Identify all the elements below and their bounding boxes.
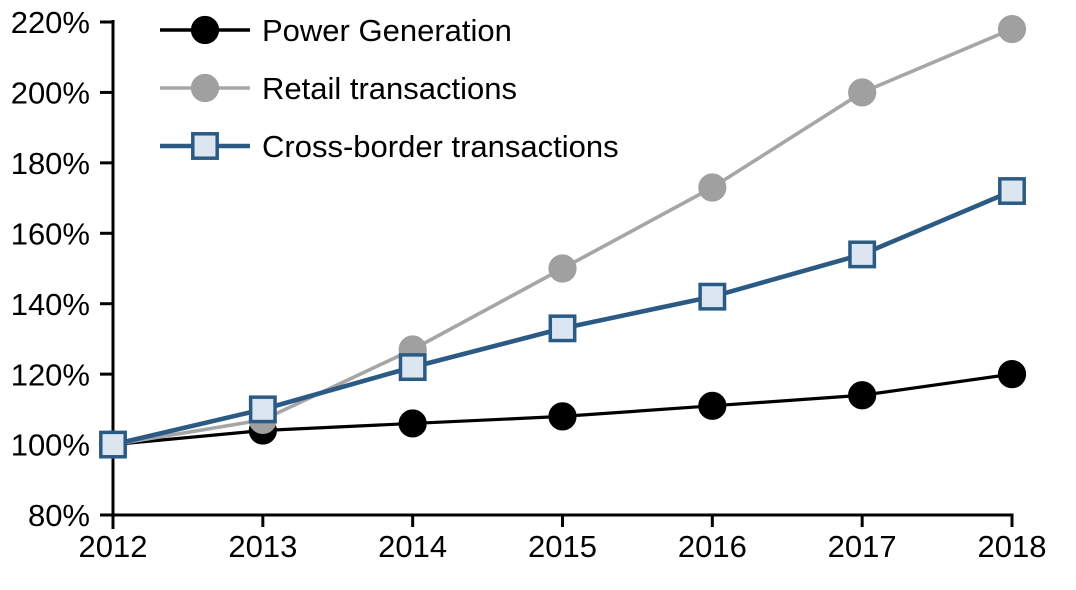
x-tick-label: 2013 xyxy=(228,529,297,564)
series-line xyxy=(111,27,1014,447)
data-point-marker xyxy=(997,360,1027,389)
data-point-marker xyxy=(548,314,577,343)
legend-item-label: Retail transactions xyxy=(262,71,517,106)
data-point-marker xyxy=(248,395,277,424)
data-point-marker xyxy=(698,282,727,311)
data-point-marker xyxy=(548,402,577,431)
series-power-generation xyxy=(98,360,1027,459)
y-tick-label: 100% xyxy=(11,428,90,463)
y-tick-label: 220% xyxy=(11,5,90,40)
y-tick-label: 120% xyxy=(11,357,90,392)
y-tick-label: 180% xyxy=(11,146,90,181)
legend: Power Generation Retail transactions Cross… xyxy=(160,13,619,164)
axes: 220% 200% 180% 160% 140% 120% 100% 80%2012 2013 2… xyxy=(11,5,1047,564)
data-point-marker xyxy=(848,381,877,410)
data-point-marker xyxy=(998,177,1026,205)
data-point-marker xyxy=(848,240,877,269)
legend-item-power-generation: Power Generation xyxy=(160,13,512,48)
data-point-marker xyxy=(99,430,127,459)
x-tick-label: 2017 xyxy=(828,529,897,564)
y-tick-label: 80% xyxy=(28,498,90,533)
legend-marker xyxy=(190,15,220,45)
data-point-marker xyxy=(848,78,877,107)
legend-marker xyxy=(190,73,220,103)
x-tick-label: 2012 xyxy=(79,529,148,564)
legend-marker xyxy=(191,132,219,160)
legend-item-cross-border-transactions: Cross-border transactions xyxy=(160,129,619,164)
data-point-marker xyxy=(698,391,727,420)
data-point-marker xyxy=(698,173,727,202)
legend-item-label: Cross-border transactions xyxy=(262,129,619,164)
legend-item-retail-transactions: Retail transactions xyxy=(160,71,517,106)
x-tick-label: 2015 xyxy=(528,529,597,564)
x-tick-label: 2018 xyxy=(978,529,1047,564)
x-tick-label: 2016 xyxy=(678,529,747,564)
y-tick-label: 160% xyxy=(11,216,90,251)
series-cross-border-transactions xyxy=(99,177,1026,459)
x-tick-label: 2014 xyxy=(378,529,447,564)
data-point-marker xyxy=(548,254,577,283)
data-point-marker xyxy=(398,409,427,438)
y-tick-label: 140% xyxy=(11,287,90,322)
y-tick-label: 200% xyxy=(11,76,90,111)
data-point-marker xyxy=(398,353,427,382)
data-point-marker xyxy=(997,14,1027,44)
legend-item-label: Power Generation xyxy=(262,13,512,48)
